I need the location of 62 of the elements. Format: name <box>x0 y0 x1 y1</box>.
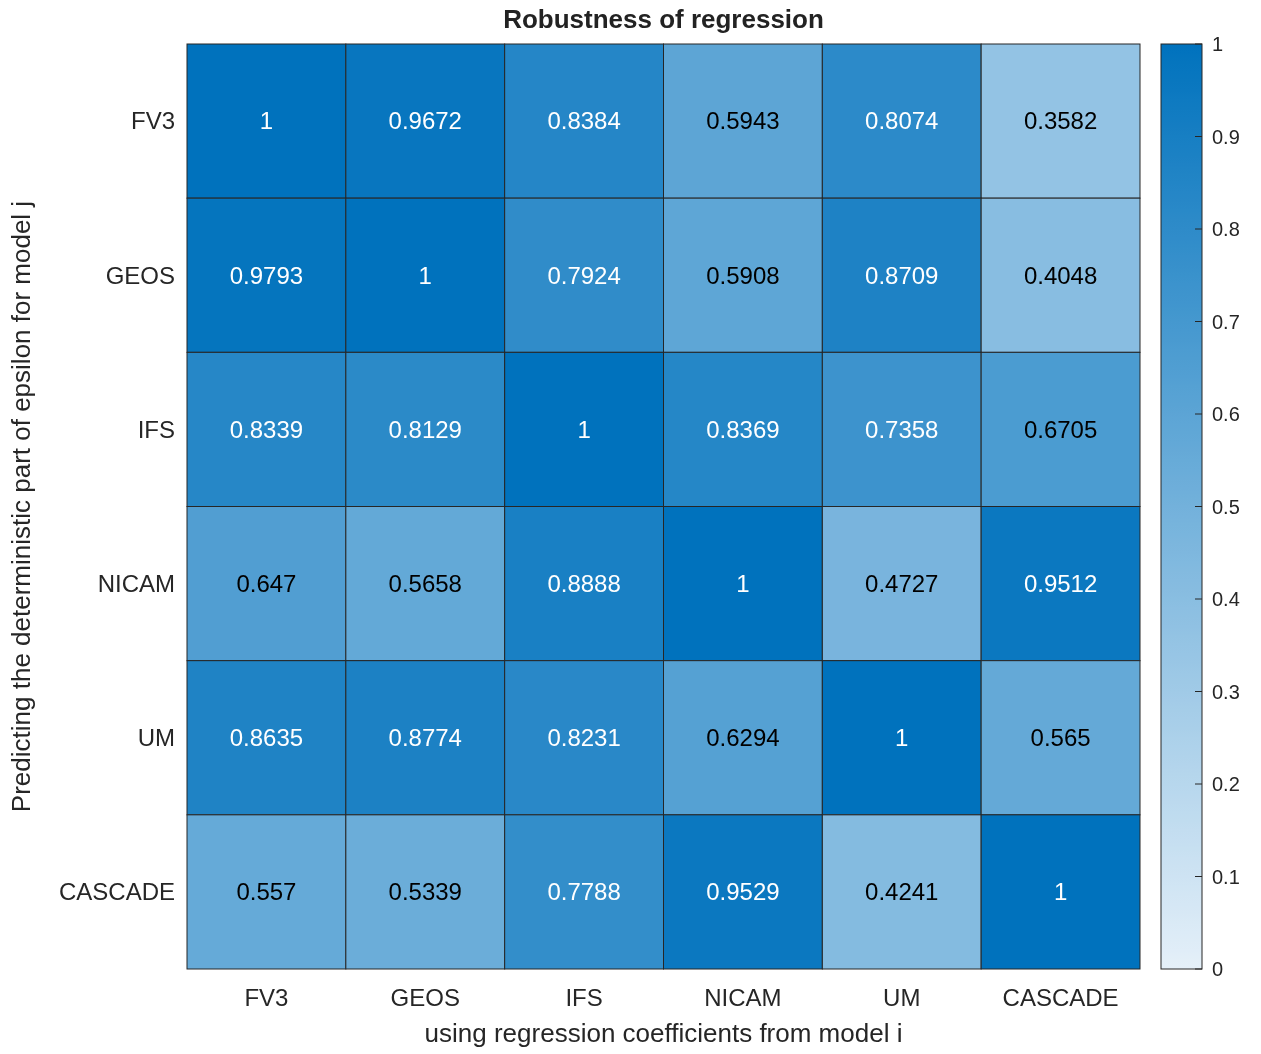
data-label: 0.7788 <box>547 878 621 906</box>
data-label: 1 <box>736 569 750 597</box>
data-label: 0.8888 <box>547 569 621 597</box>
data-label: 0.9512 <box>1023 569 1098 597</box>
x-tick-label: UM <box>883 984 921 1011</box>
y-tick-label: NICAM <box>97 569 175 597</box>
data-label: 0.6294 <box>706 724 780 752</box>
data-label: 0.5339 <box>388 878 462 906</box>
data-label: 0.8774 <box>388 724 462 752</box>
data-label: 0.6705 <box>1023 415 1098 443</box>
data-label: 0.8635 <box>229 724 304 752</box>
color-bar-label: 0.6 <box>1212 403 1240 425</box>
data-label: 0.9529 <box>706 878 780 906</box>
data-label: 0.5908 <box>706 261 780 289</box>
data-label: 1 <box>577 415 591 443</box>
data-label: 1 <box>1053 878 1068 906</box>
data-label: 0.5658 <box>388 569 462 597</box>
data-label: 0.8339 <box>229 415 304 443</box>
data-label: 0.4048 <box>1023 261 1098 289</box>
data-label: 1 <box>895 724 909 752</box>
data-label: 0.3582 <box>1023 107 1098 135</box>
color-bar-label: 0.7 <box>1212 310 1240 333</box>
data-label: 0.4241 <box>865 878 939 906</box>
y-tick-label: FV3 <box>130 107 175 135</box>
x-tick-label: GEOS <box>390 984 460 1011</box>
color-bar-label: 0.9 <box>1212 125 1240 148</box>
data-label: 0.557 <box>236 878 297 906</box>
data-label: 0.9793 <box>229 261 304 289</box>
x-tick-label: NICAM <box>704 984 782 1011</box>
color-bar-label: 0.8 <box>1212 218 1240 240</box>
color-bar-label: 0.3 <box>1212 680 1240 703</box>
data-label: 0.8129 <box>388 415 462 443</box>
data-label: 0.7358 <box>865 415 939 443</box>
data-label: 0.7924 <box>547 261 621 289</box>
y-tick-label: CASCADE <box>58 878 175 906</box>
data-label: 0.9672 <box>388 107 462 135</box>
data-label: 0.8231 <box>547 724 621 752</box>
chart-title: Robustness of regression <box>503 4 824 34</box>
color-bar-label: 1 <box>1212 33 1224 55</box>
y-tick-label: UM <box>137 724 175 752</box>
color-bar-label: 0 <box>1212 958 1224 980</box>
color-bar-label: 0.2 <box>1212 773 1240 795</box>
color-bar-label: 0.5 <box>1212 495 1240 518</box>
x-tick-label: FV3 <box>244 984 289 1011</box>
x-axis-title: using regression coefficients from model i <box>424 1018 903 1048</box>
y-axis-title: Predicting the deterministic part of epsilon for model j <box>6 200 36 813</box>
data-label: 0.5943 <box>706 107 780 135</box>
x-tick-label: CASCADE <box>1002 984 1119 1011</box>
data-label: 0.8709 <box>865 261 939 289</box>
color-bar-label: 0.4 <box>1212 588 1240 610</box>
data-label: 0.565 <box>1030 724 1091 752</box>
data-label: 1 <box>259 107 274 135</box>
y-tick-label: GEOS <box>105 261 175 289</box>
data-label: 0.8369 <box>706 415 780 443</box>
data-label: 0.4727 <box>865 569 939 597</box>
data-label: 1 <box>418 261 432 289</box>
data-label: 0.8384 <box>547 107 621 135</box>
y-tick-label: IFS <box>137 415 175 443</box>
color-bar-label: 0.1 <box>1212 865 1240 888</box>
data-label: 0.647 <box>236 569 297 597</box>
x-tick-label: IFS <box>565 984 603 1011</box>
data-label: 0.8074 <box>865 107 939 135</box>
